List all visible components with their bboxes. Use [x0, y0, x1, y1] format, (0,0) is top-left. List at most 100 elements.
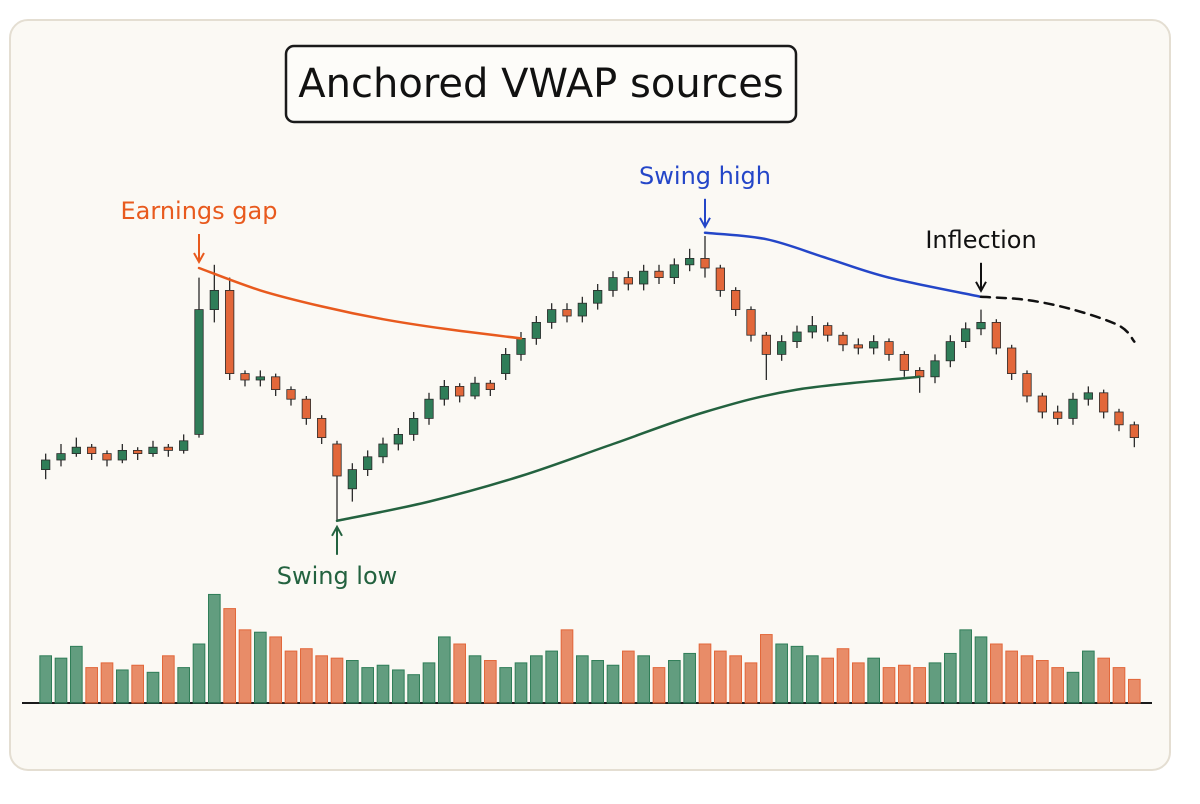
volume-bar: [131, 664, 144, 704]
candle-body: [1037, 395, 1047, 413]
volume-bar: [652, 667, 666, 704]
candle-body: [1114, 411, 1124, 426]
candle-body: [700, 257, 710, 269]
volume-bar: [1066, 671, 1080, 704]
candle-body: [899, 353, 909, 371]
volume-bar: [422, 662, 436, 704]
candle-body: [409, 417, 419, 435]
card: [9, 19, 1171, 771]
candle-body: [501, 353, 511, 374]
volume-bar: [959, 629, 972, 704]
volume-bar: [453, 643, 466, 704]
chart-title: Anchored VWAP sources: [298, 61, 783, 107]
vwap-line: [703, 231, 983, 299]
candle-body: [41, 459, 51, 471]
volume-bar: [284, 650, 298, 704]
candle-body: [317, 417, 327, 438]
volume-bar: [622, 650, 635, 704]
volume-bar: [698, 643, 712, 704]
arrow-head: [975, 281, 987, 293]
candle-body: [163, 446, 173, 451]
candle-body: [838, 334, 848, 346]
arrow-head: [699, 217, 711, 229]
volume-bar: [70, 645, 83, 704]
volume-bar: [560, 629, 574, 704]
title-box: [284, 44, 798, 124]
volume-bar: [269, 636, 282, 704]
volume-bar: [192, 643, 206, 704]
volume-bar: [545, 650, 558, 704]
volume-bar: [1005, 650, 1018, 704]
volume-bar: [223, 608, 236, 704]
vwap-line: [979, 295, 1136, 343]
candle-body: [884, 341, 894, 355]
candle-body: [240, 373, 250, 381]
volume-bar: [376, 664, 390, 704]
candle-body: [87, 446, 97, 455]
volume-bar: [867, 657, 880, 704]
candle-body: [761, 334, 771, 355]
volume-bar: [882, 667, 896, 704]
candle-body: [1053, 411, 1063, 419]
annotation-label: Inflection: [925, 226, 1036, 254]
volume-bar: [668, 660, 681, 704]
vwap-line: [197, 266, 523, 340]
candle-body: [869, 341, 879, 349]
volume-bar: [637, 655, 650, 704]
candle-body: [547, 309, 557, 323]
candle-body: [133, 449, 143, 454]
candle-body: [286, 389, 296, 400]
candle-body: [1068, 398, 1078, 419]
volume-bar: [1036, 660, 1049, 704]
candle-body: [669, 264, 679, 278]
candle-body: [930, 360, 940, 378]
candle-body: [715, 267, 725, 291]
volume-bar: [330, 657, 344, 704]
candle-body: [945, 341, 955, 362]
volume-bar: [1020, 655, 1034, 704]
volume-bar: [821, 657, 834, 704]
volume-bar: [254, 631, 267, 704]
candle-body: [792, 331, 802, 343]
volume-bar: [208, 593, 221, 704]
candle-body: [853, 344, 863, 349]
arrow-head: [331, 524, 343, 537]
candle-body: [1022, 373, 1032, 397]
volume-bar: [499, 667, 512, 704]
candle-body: [991, 321, 1001, 349]
volume-bar: [913, 667, 926, 704]
volume-bar: [1082, 650, 1095, 704]
candle-body: [1099, 392, 1109, 413]
candle-body: [71, 446, 81, 455]
candle-body: [1007, 347, 1017, 375]
candle-body: [301, 398, 311, 419]
volume-bar: [54, 657, 68, 704]
volume-bar: [407, 674, 420, 704]
annotation-label: Earnings gap: [121, 197, 278, 225]
candle-body: [562, 309, 572, 317]
candle-body: [593, 289, 603, 304]
volume-bar: [928, 662, 942, 704]
volume-bar: [714, 650, 727, 704]
vwap-line: [335, 375, 921, 523]
volume-bar: [1051, 667, 1064, 704]
candle-body: [194, 309, 204, 435]
candle-body: [393, 433, 403, 445]
volume-bar: [530, 655, 543, 704]
candle-body: [148, 446, 158, 455]
volume-bar: [852, 662, 865, 704]
candle-body: [976, 321, 986, 330]
volume-bar: [146, 671, 160, 704]
volume-bar: [162, 655, 175, 704]
candle-body: [639, 270, 649, 285]
candle-body: [823, 325, 833, 336]
volume-bar: [238, 629, 252, 704]
candle-body: [363, 456, 373, 470]
volume-bar: [1128, 678, 1141, 704]
volume-bar: [729, 655, 742, 704]
candle-body: [56, 453, 66, 461]
volume-bar: [1112, 667, 1126, 704]
candle-body: [654, 270, 664, 279]
